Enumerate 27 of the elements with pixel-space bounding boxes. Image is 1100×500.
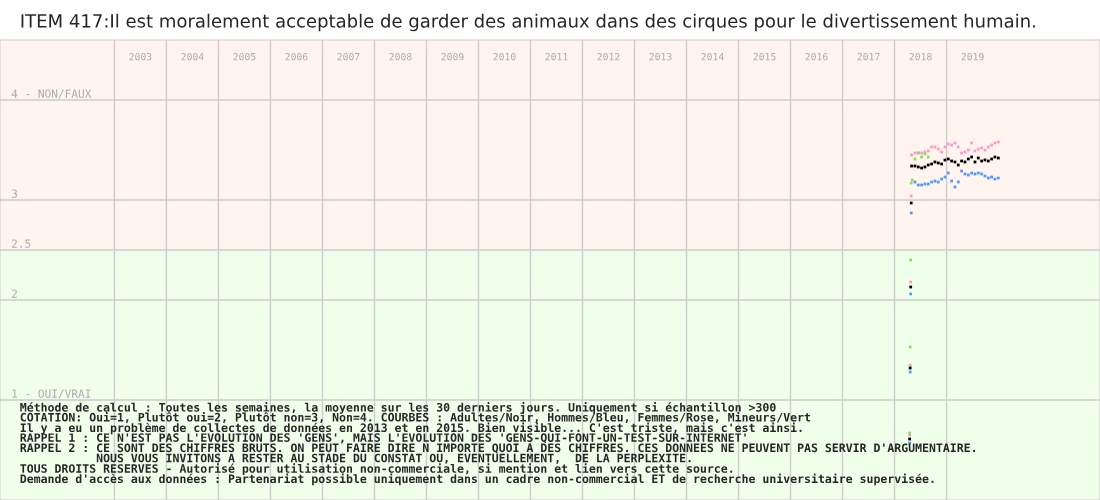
y-tick-label: 1 - OUI/VRAI	[12, 389, 91, 399]
y-tick-label: 2.5	[11, 239, 31, 248]
x-tick-label: 2016	[805, 52, 828, 61]
y-tick-label: 4 - NON/FAUX	[11, 89, 92, 99]
annotation: Demande d'accès aux données : Partenariat possible uniquement dans un cadre non-commercial ET de recherche universitaire supervisée.	[20, 473, 934, 486]
x-tick-label: 2005	[233, 52, 256, 61]
x-tick-label: 2010	[493, 52, 516, 61]
x-tick-label: 2007	[337, 52, 360, 61]
y-tick-label: 3	[11, 189, 17, 198]
x-tick-label: 2013	[649, 52, 672, 61]
x-tick-label: 2006	[285, 52, 308, 61]
x-tick-label: 2017	[857, 52, 880, 61]
annotation: RAPPEL 2 : CE SONT DES CHIFFRES BRUTS. ON PEUT FAIRE DIRE N IMPORTE QUOI A DES CHIFFRES. CES DONNEES NE PEUVENT PAS SERVIR D'ARGUMENTAIRE.	[20, 443, 976, 454]
x-tick-label: 2015	[753, 52, 776, 61]
x-tick-label: 2014	[701, 52, 724, 61]
x-tick-label: 2011	[545, 52, 568, 61]
x-tick-label: 2018	[909, 52, 932, 61]
y-tick-label: 2	[11, 289, 17, 298]
x-tick-label: 2009	[441, 52, 464, 61]
x-tick-label: 2004	[181, 52, 204, 61]
chart-title: ITEM 417:Il est moralement acceptable de garder des animaux dans des cirques pour le divertissement humain.	[21, 13, 1035, 32]
annotation: NOUS VOUS INVITONS A RESTER AU STADE DU CONSTAT OU, EVENTUELLEMENT, DE LA PERPLEXITE.	[96, 453, 691, 464]
x-tick-label: 2012	[597, 52, 620, 61]
x-tick-label: 2003	[129, 52, 152, 61]
annotation: COTATION: Oui=1, Plutôt oui=2, Plutôt non=3, Non=4. COURBES : Adultes/Noir, Hommes/Bleu, Femmes/Rose, Mineurs/Vert	[20, 412, 811, 423]
x-tick-label: 2008	[389, 52, 412, 61]
x-tick-label: 2019	[961, 52, 984, 61]
